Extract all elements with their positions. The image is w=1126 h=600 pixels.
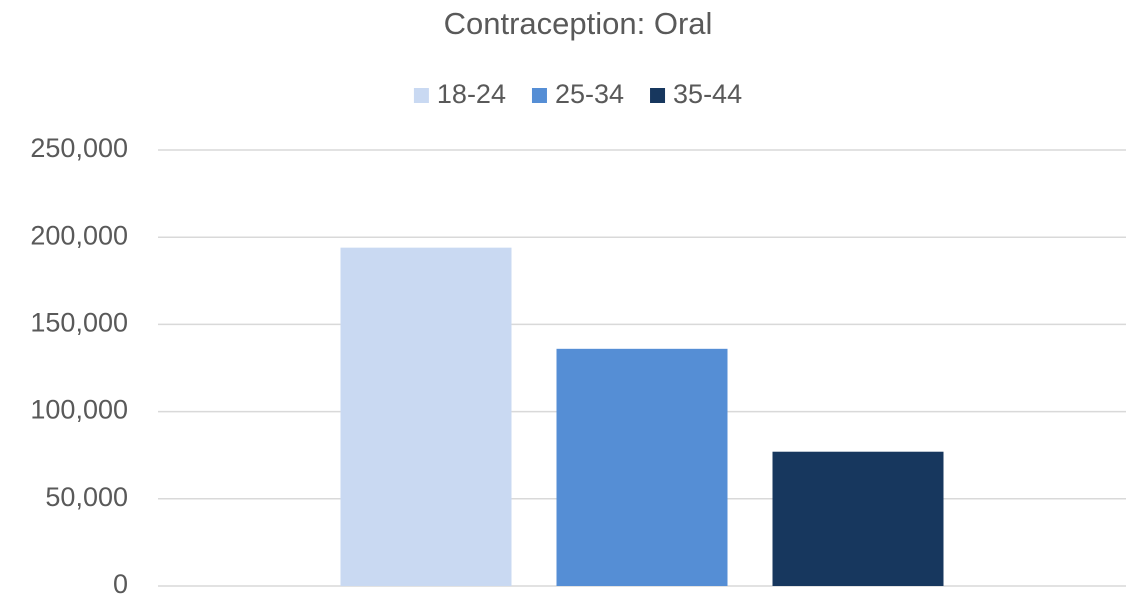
bar (556, 348, 728, 586)
y-tick-label: 0 (113, 569, 128, 599)
y-tick-label: 50,000 (45, 482, 128, 512)
legend-label: 25-34 (555, 79, 624, 109)
bar (340, 247, 512, 586)
y-tick-label: 100,000 (30, 395, 128, 425)
y-tick-label: 250,000 (30, 133, 128, 163)
legend-label: 18-24 (437, 79, 506, 109)
bar (772, 451, 944, 586)
legend-swatch (413, 88, 429, 103)
y-tick-label: 150,000 (30, 308, 128, 338)
legend-swatch (531, 88, 547, 103)
y-tick-label: 200,000 (30, 220, 128, 250)
legend-label: 35-44 (673, 79, 742, 109)
chart-title: Contraception: Oral (444, 6, 713, 41)
legend-swatch (650, 88, 666, 103)
